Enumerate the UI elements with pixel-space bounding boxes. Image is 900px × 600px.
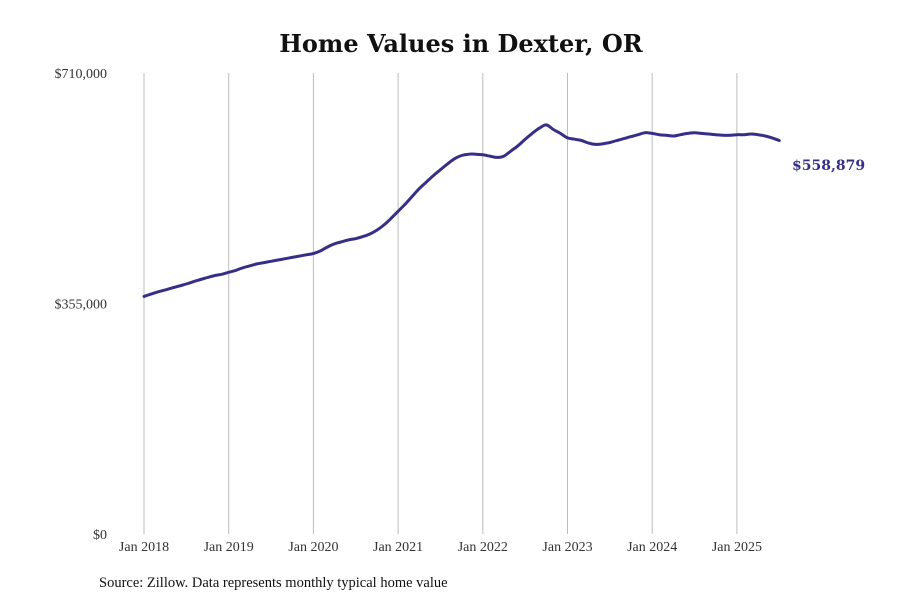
x-tick-label: Jan 2020 [288,540,338,555]
x-tick-label: Jan 2022 [458,540,508,555]
x-tick-label: Jan 2025 [712,540,762,555]
grid-lines [143,73,738,534]
x-tick-label: Jan 2021 [373,540,423,555]
x-tick-label: Jan 2018 [119,540,169,555]
x-tick-label: Jan 2023 [542,540,592,555]
chart-title: Home Values in Dexter, OR [279,29,644,58]
y-tick-label: $355,000 [55,298,108,313]
latest-value-label: $558,879 [792,158,865,174]
x-tick-label: Jan 2019 [204,540,254,555]
y-tick-label: $710,000 [55,67,108,82]
source-note: Source: Zillow. Data represents monthly … [99,575,448,591]
home-value-series-line [142,123,781,298]
y-tick-label: $0 [93,528,107,543]
x-axis-ticks: Jan 2018 Jan 2019 Jan 2020 Jan 2021 Jan 2022… [119,540,762,555]
x-tick-label: Jan 2024 [627,540,677,555]
y-axis-ticks: $0 $355,000 $710,000 [55,67,108,543]
